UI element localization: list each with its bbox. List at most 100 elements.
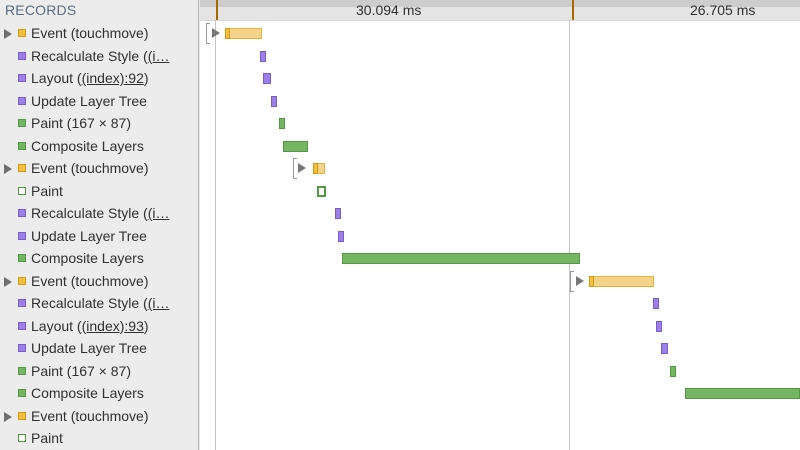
record-bar[interactable] (317, 185, 326, 197)
records-sidebar: RECORDS Event (touchmove) Recalculate Sty… (0, 0, 199, 450)
record-bar[interactable] (335, 208, 341, 219)
record-type-swatch-icon (18, 209, 26, 217)
record-type-swatch-icon (18, 164, 26, 172)
expand-arrow-icon[interactable] (576, 275, 584, 286)
record-row[interactable]: Layout ((index):92) (0, 68, 198, 90)
record-label: Event (touchmove) (31, 25, 149, 41)
source-link[interactable]: (i… (147, 47, 170, 64)
record-row[interactable]: Update Layer Tree (0, 91, 198, 113)
record-bar[interactable] (589, 275, 654, 287)
record-self-time-bar (225, 28, 230, 39)
record-row[interactable]: Event (touchmove) (0, 158, 198, 180)
record-text: Composite Layers (31, 137, 144, 154)
record-bar[interactable] (653, 298, 659, 309)
source-link[interactable]: (index):92 (81, 70, 144, 86)
record-bar[interactable] (263, 73, 271, 84)
record-bar[interactable] (670, 365, 676, 377)
record-type-swatch-icon (18, 344, 26, 352)
frame-header: 30.094 ms 26.705 ms (200, 0, 800, 21)
record-text: Event (touchmove) (31, 25, 149, 41)
frame-marker (216, 0, 218, 20)
expand-triangle-icon[interactable] (4, 29, 12, 39)
frame-duration: 30.094 ms (356, 2, 422, 18)
record-type-swatch-icon (18, 74, 26, 82)
frame-gridline (569, 20, 570, 450)
record-bar[interactable] (685, 388, 800, 399)
record-text: Paint (167 × 87) (31, 115, 132, 131)
record-label: Update Layer Tree (31, 228, 147, 244)
expand-triangle-icon[interactable] (4, 276, 12, 287)
record-row[interactable]: Composite Layers (0, 248, 198, 270)
record-text: Paint (167 × 87) (31, 362, 132, 379)
record-text: Composite Layers (31, 250, 144, 266)
record-row[interactable]: Event (touchmove) (0, 271, 198, 293)
record-type-swatch-icon (18, 51, 26, 60)
record-row[interactable]: Layout ((index):93) (0, 316, 198, 338)
record-row[interactable]: Paint (167 × 87) (0, 361, 198, 383)
record-label: Paint (167 × 87) (31, 363, 131, 379)
record-bar[interactable] (279, 118, 285, 129)
source-link[interactable]: (index):93 (81, 317, 144, 334)
frame-gridline (215, 20, 216, 450)
record-label: Event (touchmove) (31, 408, 149, 424)
record-label: Paint (31, 430, 63, 446)
record-type-swatch-icon (18, 254, 26, 262)
record-row[interactable]: Composite Layers (0, 383, 198, 405)
record-label: Update Layer Tree (31, 93, 147, 109)
source-link[interactable]: (i… (147, 205, 170, 221)
record-text: Layout ( (31, 317, 82, 334)
record-type-swatch-icon (18, 119, 26, 127)
sidebar-divider[interactable] (199, 0, 200, 450)
record-type-swatch-icon (18, 434, 26, 442)
record-text: Event (touchmove) (31, 272, 149, 289)
record-text: Update Layer Tree (31, 227, 147, 244)
record-bar[interactable] (225, 28, 262, 39)
group-bracket (293, 158, 297, 179)
record-text: Layout ( (31, 70, 82, 86)
record-row[interactable]: Event (touchmove) (0, 23, 198, 45)
record-label: Composite Layers (31, 250, 144, 266)
record-bar[interactable] (283, 140, 308, 152)
record-bar[interactable] (661, 343, 668, 354)
records-title: RECORDS (5, 2, 77, 18)
record-bar[interactable] (260, 50, 266, 62)
record-row[interactable]: Event (touchmove) (0, 406, 198, 428)
record-text: Paint (31, 430, 63, 446)
record-text: Event (touchmove) (31, 407, 149, 424)
record-type-swatch-icon (18, 96, 26, 105)
record-type-swatch-icon (18, 276, 26, 285)
record-bar[interactable] (656, 320, 662, 332)
record-row[interactable]: Update Layer Tree (0, 338, 198, 360)
record-bar[interactable] (271, 95, 277, 107)
expand-triangle-icon[interactable] (4, 164, 12, 174)
record-row[interactable]: Paint (0, 181, 198, 203)
record-row[interactable]: Recalculate Style ((i… (0, 203, 198, 225)
record-type-swatch-icon (18, 366, 26, 375)
record-label: Layout ((index):92) (31, 70, 149, 86)
record-text: Composite Layers (31, 385, 144, 401)
record-text: Event (touchmove) (31, 160, 149, 176)
record-label: Composite Layers (31, 138, 144, 154)
record-label: Paint (167 × 87) (31, 115, 131, 131)
expand-arrow-icon[interactable] (212, 28, 220, 38)
record-row[interactable]: Recalculate Style ((i… (0, 293, 198, 315)
record-row[interactable]: Paint (167 × 87) (0, 113, 198, 135)
source-link[interactable]: (i… (147, 295, 170, 311)
record-row[interactable]: Update Layer Tree (0, 226, 198, 248)
record-type-swatch-icon (18, 231, 26, 240)
record-row[interactable]: Paint (0, 428, 198, 450)
record-bar[interactable] (342, 253, 580, 264)
overview-strip (200, 0, 800, 7)
record-text: Update Layer Tree (31, 340, 147, 356)
record-label: Recalculate Style ((i… (31, 295, 170, 311)
record-bar[interactable] (338, 230, 344, 242)
frame-duration: 26.705 ms (690, 2, 756, 18)
expand-triangle-icon[interactable] (4, 411, 12, 422)
record-row[interactable]: Recalculate Style ((i… (0, 46, 198, 68)
record-row[interactable]: Composite Layers (0, 136, 198, 158)
group-bracket (206, 23, 210, 44)
record-type-swatch-icon (18, 299, 26, 307)
record-text: ) (143, 70, 149, 86)
record-type-swatch-icon (18, 321, 26, 330)
expand-arrow-icon[interactable] (298, 163, 306, 173)
